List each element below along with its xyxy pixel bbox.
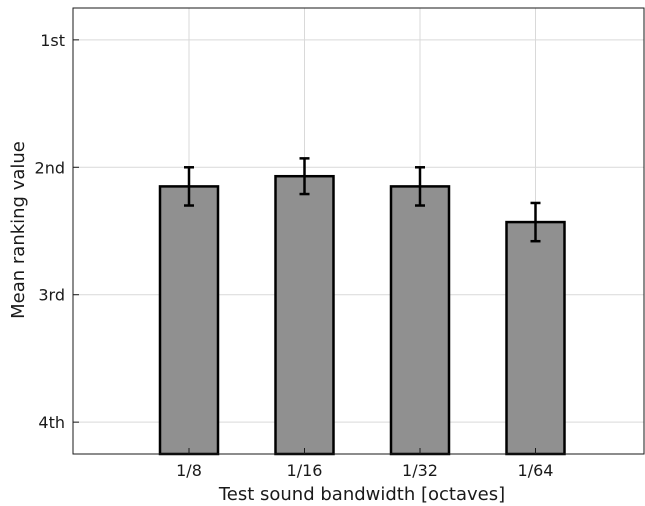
bar-1-32 xyxy=(389,185,451,456)
y-tick-label: 2nd xyxy=(35,158,65,177)
y-tick-label: 1st xyxy=(40,31,65,50)
x-axis-label: Test sound bandwidth [octaves] xyxy=(218,484,505,505)
bar-1-16 xyxy=(274,174,335,456)
plot-frame xyxy=(72,7,645,455)
error-bar xyxy=(415,166,425,207)
error-bar xyxy=(184,166,194,207)
y-tick-label: 3rd xyxy=(38,286,65,305)
error-bars xyxy=(184,157,541,243)
y-tick-label: 4th xyxy=(38,413,65,432)
x-tick-label: 1/8 xyxy=(176,461,202,480)
bar-1-8 xyxy=(158,185,220,456)
bars xyxy=(158,174,566,456)
x-tick-label: 1/16 xyxy=(287,461,323,480)
error-bar xyxy=(299,157,310,196)
y-axis-label: Mean ranking value xyxy=(8,141,29,319)
error-bar xyxy=(530,201,541,243)
x-tick-label: 1/64 xyxy=(518,461,554,480)
ticks: 1st 2nd 3rd 4th 1/8 1/16 1/32 1/64 xyxy=(35,31,554,480)
bar-1-64 xyxy=(505,220,566,456)
x-tick-label: 1/32 xyxy=(402,461,438,480)
